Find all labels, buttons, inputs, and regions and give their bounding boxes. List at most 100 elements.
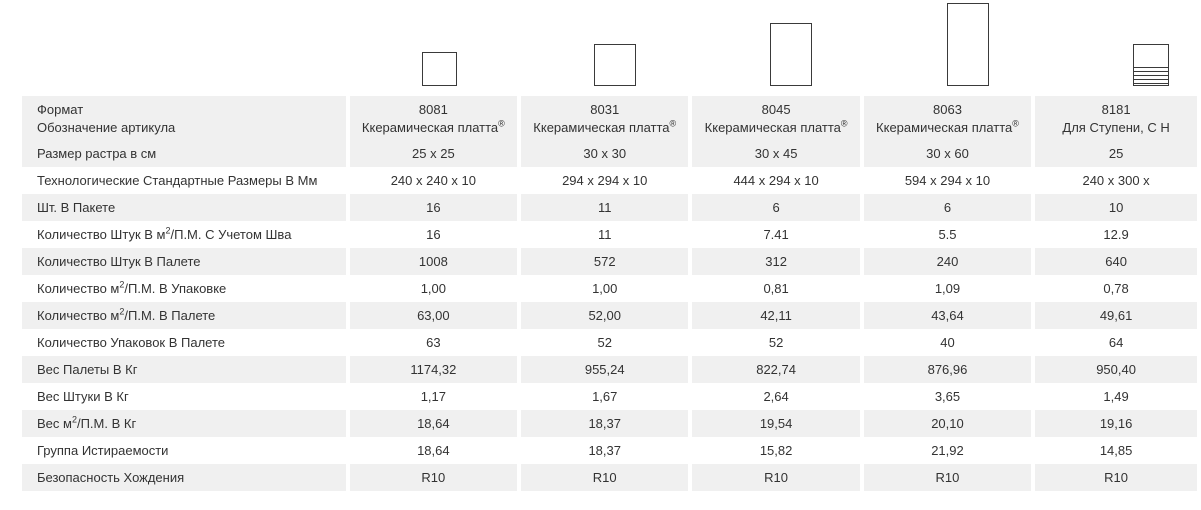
table-cell: 294 x 294 x 10 — [562, 173, 648, 188]
header-cell-8063: 8063 Ккерамическая платта® — [863, 96, 1032, 140]
header-cell-8045: 8045 Ккерамическая платта® — [692, 96, 860, 140]
table-cell: 52 — [597, 335, 612, 350]
table-cell: 18,64 — [349, 410, 518, 437]
table-cell: 1,00 — [592, 281, 618, 296]
superscript-two: 2 — [71, 414, 77, 425]
table-row: Количество Упаковок В Палете 63 52 52 40 64 — [22, 329, 1197, 356]
table-cell: 11 — [521, 194, 689, 221]
square-tile-25x25-icon — [422, 52, 457, 86]
table-cell: 6 — [863, 194, 1032, 221]
superscript-two: 2 — [119, 306, 125, 317]
row-label: Группа Истираемости — [37, 443, 169, 458]
table-cell: 63,00 — [349, 302, 518, 329]
row-label: Количество Штук В Палете — [22, 248, 346, 275]
table-cell: 950,40 — [1035, 356, 1197, 383]
row-label: Безопасность Хождения — [22, 464, 346, 491]
table-cell: 1,17 — [420, 389, 447, 404]
table-cell: 20,10 — [863, 410, 1032, 437]
table-cell: 1,00 — [420, 281, 447, 296]
superscript-two: 2 — [119, 279, 125, 290]
table-cell: 594 x 294 x 10 — [904, 173, 991, 188]
table-cell: 14,85 — [1099, 443, 1133, 458]
table-cell: R10 — [521, 464, 689, 491]
product-spec-table: Формат Обозначение артикула 8081 Ккерами… — [22, 96, 1201, 496]
table-cell: R10 — [692, 464, 860, 491]
table-row: Количество Штук В Палете 1008 572 312 240 640 — [22, 248, 1197, 275]
article-name: Ккерамическая платта® — [704, 118, 848, 135]
table-row: Количество Штук В м2/П.М. С Учетом Шва 16… — [22, 221, 1197, 248]
row-label: Количество Упаковок В Палете — [37, 335, 225, 350]
format-code: 8031 — [590, 102, 620, 117]
table-cell: 30 x 30 — [521, 140, 689, 167]
table-cell: 640 — [1035, 248, 1197, 275]
table-cell: 52 — [768, 335, 784, 350]
table-row: Вес Штуки В Кг 1,17 1,67 2,64 3,65 1,49 — [22, 383, 1197, 410]
table-row: Вес м2/П.М. В Кг 18,64 18,37 19,54 20,10 19,1… — [22, 410, 1197, 437]
table-cell: 1174,32 — [349, 356, 518, 383]
table-cell: R10 — [1035, 464, 1197, 491]
table-cell: 312 — [692, 248, 860, 275]
article-label: Обозначение артикула — [37, 120, 176, 135]
table-cell: 3,65 — [934, 389, 961, 404]
table-cell: 42,11 — [692, 302, 860, 329]
table-cell: 572 — [521, 248, 689, 275]
table-cell: 240 x 240 x 10 — [390, 173, 476, 188]
rectangle-tile-30x45-icon — [770, 23, 812, 86]
header-cell-8031: 8031 Ккерамическая платта® — [521, 96, 689, 140]
registered-mark: ® — [1012, 118, 1019, 129]
header-label-cell: Формат Обозначение артикула — [22, 96, 346, 140]
table-cell: 25 x 25 — [349, 140, 518, 167]
table-cell: 15,82 — [759, 443, 793, 458]
table-row: Количество м2/П.М. В Упаковке 1,00 1,00 0,8… — [22, 275, 1197, 302]
table-cell: 1,49 — [1103, 389, 1129, 404]
table-cell: 0,78 — [1103, 281, 1129, 296]
table-cell: 2,64 — [763, 389, 789, 404]
table-row: Шт. В Пакете 16 11 6 6 10 — [22, 194, 1197, 221]
table-cell: 1,67 — [592, 389, 618, 404]
format-code: 8045 — [761, 102, 791, 117]
table-cell: 16 — [349, 194, 518, 221]
table-cell: 1,09 — [934, 281, 961, 296]
table-cell: 30 x 45 — [692, 140, 860, 167]
table-row: Безопасность Хождения R10 R10 R10 R10 R10 — [22, 464, 1197, 491]
table-row: Размер растра в см 25 x 25 30 x 30 30 x 45 3… — [22, 140, 1197, 167]
article-name: Для Ступени, С Н — [1062, 120, 1170, 135]
row-label: Количество м2/П.М. В Палете — [22, 302, 346, 329]
superscript-two: 2 — [165, 225, 171, 236]
row-label: Вес м2/П.М. В Кг — [22, 410, 346, 437]
article-name: Ккерамическая платта® — [533, 118, 677, 135]
table-cell: 40 — [940, 335, 955, 350]
table-cell: 19,54 — [692, 410, 860, 437]
table-cell: 240 — [863, 248, 1032, 275]
table-cell: 0,81 — [763, 281, 789, 296]
table-cell: 1008 — [349, 248, 518, 275]
format-code: 8081 — [418, 102, 448, 117]
table-cell: 444 x 294 x 10 — [733, 173, 819, 188]
table-row: Количество м2/П.М. В Палете 63,00 52,00 42,… — [22, 302, 1197, 329]
row-label: Количество Штук В м2/П.М. С Учетом Шва — [37, 225, 292, 242]
table-cell: 19,16 — [1035, 410, 1197, 437]
table-cell: 876,96 — [863, 356, 1032, 383]
table-cell: 18,37 — [588, 443, 621, 458]
table-header-row: Формат Обозначение артикула 8081 Ккерами… — [22, 96, 1197, 140]
format-code: 8181 — [1101, 102, 1131, 117]
table-cell: 7.41 — [763, 227, 789, 242]
table-cell: 49,61 — [1035, 302, 1197, 329]
table-cell: 955,24 — [521, 356, 689, 383]
table-cell: 21,92 — [931, 443, 964, 458]
format-code: 8063 — [933, 102, 962, 117]
table-cell: 5.5 — [938, 227, 957, 242]
table-row: Вес Палеты В Кг 1174,32 955,24 822,74 876,96… — [22, 356, 1197, 383]
row-label: Количество м2/П.М. В Упаковке — [37, 279, 227, 296]
registered-mark: ® — [669, 118, 677, 129]
rectangle-tile-30x60-icon — [947, 3, 989, 86]
row-label: Технологические Стандартные Размеры В Мм — [37, 173, 318, 188]
table-row: Группа Истираемости 18,64 18,37 15,82 21,92 1… — [22, 437, 1197, 464]
table-cell: 11 — [597, 227, 612, 242]
row-label: Размер растра в см — [22, 140, 346, 167]
header-cell-8181: 8181 Для Ступени, С Н — [1035, 96, 1197, 140]
table-cell: 64 — [1108, 335, 1124, 350]
table-cell: 6 — [692, 194, 860, 221]
row-label: Вес Палеты В Кг — [22, 356, 346, 383]
table-cell: 12.9 — [1103, 227, 1129, 242]
